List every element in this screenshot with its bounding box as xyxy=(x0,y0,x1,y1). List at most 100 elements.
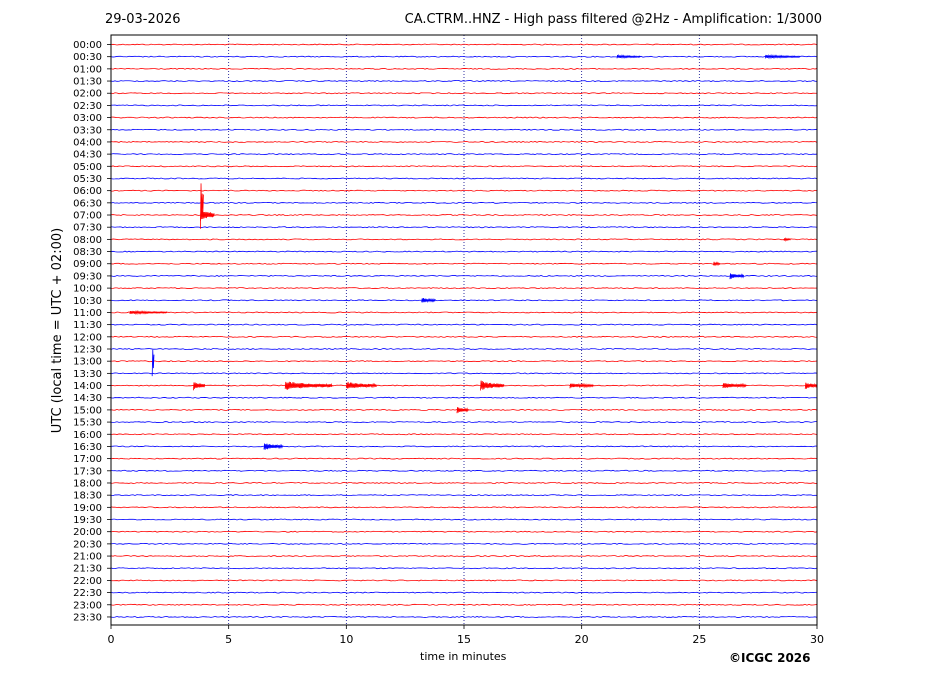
trace-line xyxy=(110,323,818,326)
trace-line xyxy=(110,506,818,509)
seismic-event xyxy=(421,297,436,303)
y-axis-label: UTC (local time = UTC + 02:00) xyxy=(49,227,65,433)
trace-line xyxy=(110,238,818,241)
trace-line xyxy=(110,396,818,399)
x-tick-label: 5 xyxy=(225,633,232,646)
y-tick-label: 18:00 xyxy=(73,478,102,489)
y-tick-label: 21:00 xyxy=(73,552,102,563)
trace-line xyxy=(110,555,818,557)
trace-line xyxy=(110,177,818,180)
seismic-event xyxy=(151,349,155,377)
y-tick-label: 10:00 xyxy=(73,284,102,295)
y-tick-label: 02:00 xyxy=(73,89,102,100)
trace-line xyxy=(110,482,818,484)
x-tick-label: 10 xyxy=(339,633,353,646)
trace-line xyxy=(110,92,817,95)
y-tick-label: 02:30 xyxy=(73,101,102,112)
x-tick-label: 30 xyxy=(810,633,824,646)
trace-line xyxy=(110,530,818,533)
y-tick-label: 19:00 xyxy=(73,503,102,514)
y-tick-label: 05:30 xyxy=(73,174,102,185)
trace-line xyxy=(110,591,818,594)
y-tick-label: 17:00 xyxy=(73,454,102,465)
trace-line xyxy=(110,287,818,290)
seismic-event xyxy=(804,382,818,390)
x-tick-label: 15 xyxy=(457,633,471,646)
seismic-event xyxy=(480,380,505,391)
seismic-event xyxy=(200,209,215,221)
y-tick-label: 03:30 xyxy=(73,125,102,136)
seismic-event xyxy=(616,53,641,59)
trace-line xyxy=(110,226,818,229)
trace-line xyxy=(110,80,818,82)
y-tick-label: 11:30 xyxy=(73,320,102,331)
trace-line xyxy=(110,384,818,387)
y-tick-label: 07:00 xyxy=(73,211,102,222)
trace-line xyxy=(110,335,818,338)
y-tick-label: 23:30 xyxy=(73,612,102,623)
chart-date: 29-03-2026 xyxy=(105,12,181,27)
y-tick-label: 12:00 xyxy=(73,332,102,343)
seismic-event xyxy=(192,382,206,391)
seismic-event xyxy=(263,443,283,450)
trace-line xyxy=(110,616,818,618)
trace-line xyxy=(110,153,818,156)
seismic-event xyxy=(729,273,745,280)
y-tick-label: 09:30 xyxy=(73,271,102,282)
seismic-event xyxy=(129,310,168,316)
trace-line xyxy=(110,189,818,192)
y-tick-label: 00:30 xyxy=(73,52,102,63)
trace-line xyxy=(110,67,818,70)
y-tick-label: 14:00 xyxy=(73,381,102,392)
y-tick-label: 06:30 xyxy=(73,198,102,209)
trace-line xyxy=(110,579,818,582)
trace-line xyxy=(110,165,818,168)
y-tick-label: 15:00 xyxy=(73,405,102,416)
y-tick-label: 05:00 xyxy=(73,162,102,173)
y-tick-label: 22:30 xyxy=(73,588,102,599)
y-tick-label: 16:30 xyxy=(73,442,102,453)
trace-line xyxy=(110,250,818,253)
y-tick-label: 19:30 xyxy=(73,515,102,526)
trace-line xyxy=(110,299,818,302)
trace-line xyxy=(110,360,818,363)
seismic-event xyxy=(764,54,801,60)
seismic-event xyxy=(345,381,377,389)
y-tick-label: 08:00 xyxy=(73,235,102,246)
y-tick-label: 04:30 xyxy=(73,150,102,161)
y-tick-label: 21:30 xyxy=(73,564,102,575)
trace-line xyxy=(110,214,818,216)
y-tick-label: 10:30 xyxy=(73,296,102,307)
seismic-event xyxy=(569,382,594,389)
seismic-event xyxy=(284,381,333,390)
x-axis-label: time in minutes xyxy=(420,650,507,663)
trace-line xyxy=(110,141,818,143)
x-tick-label: 25 xyxy=(692,633,706,646)
x-tick-label: 0 xyxy=(108,633,115,646)
trace-line xyxy=(110,457,818,460)
y-tick-label: 03:00 xyxy=(73,113,102,124)
y-tick-label: 23:00 xyxy=(73,600,102,611)
trace-line xyxy=(110,311,818,314)
seismic-event xyxy=(722,382,747,389)
y-tick-label: 00:00 xyxy=(73,40,102,51)
y-tick-label: 20:00 xyxy=(73,527,102,538)
y-tick-label: 17:30 xyxy=(73,466,102,477)
y-tick-label: 18:30 xyxy=(73,491,102,502)
chart-title: CA.CTRM..HNZ - High pass filtered @2Hz -… xyxy=(404,12,822,27)
trace-line xyxy=(110,518,818,521)
y-tick-label: 07:30 xyxy=(73,223,102,234)
y-tick-label: 11:00 xyxy=(73,308,102,319)
trace-line xyxy=(110,542,818,545)
seismic-event xyxy=(783,237,791,242)
trace-line xyxy=(110,55,818,58)
trace-line xyxy=(110,104,818,107)
trace-line xyxy=(110,116,818,119)
x-tick-label: 20 xyxy=(575,633,589,646)
trace-line xyxy=(110,445,818,448)
y-tick-label: 13:00 xyxy=(73,357,102,368)
seismic-event xyxy=(200,183,204,229)
trace-line xyxy=(110,43,818,46)
seismic-event xyxy=(456,407,469,414)
